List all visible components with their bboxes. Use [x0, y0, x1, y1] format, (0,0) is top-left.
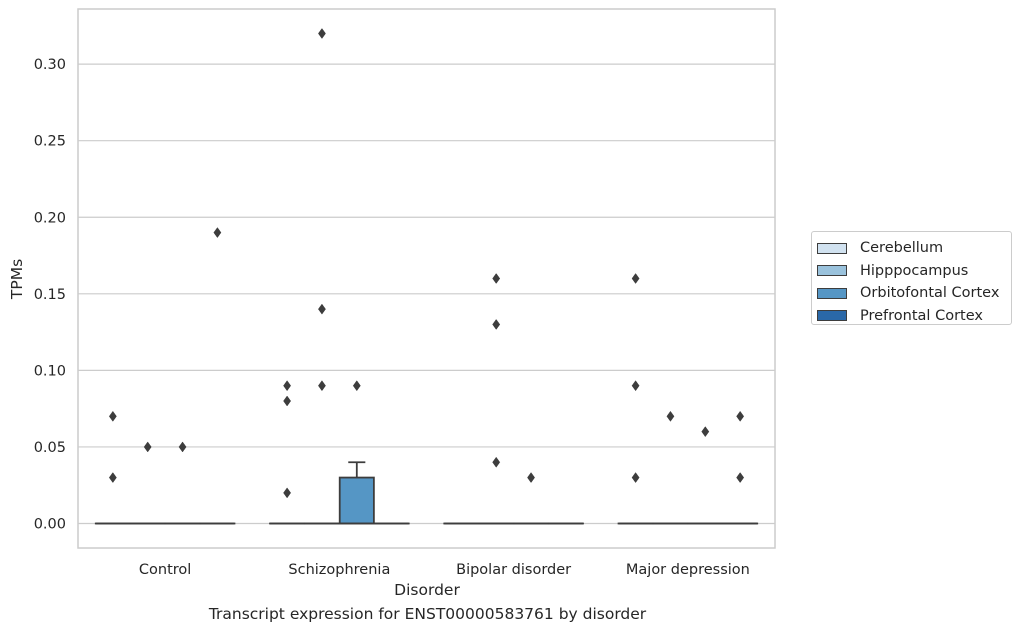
- outlier-point: [527, 472, 535, 483]
- legend-label: Prefrontal Cortex: [860, 307, 983, 324]
- legend-swatch: [817, 242, 847, 254]
- outlier-point: [283, 395, 292, 407]
- outlier-point: [108, 410, 117, 422]
- y-axis-label: TPMs: [8, 259, 26, 300]
- box-hipppocampus: [652, 410, 689, 525]
- legend-item: Orbitofontal Cortex: [812, 282, 1011, 305]
- y-tick-label: 0.00: [34, 517, 66, 533]
- box-plot-area: [94, 28, 759, 525]
- outlier-point: [318, 380, 326, 392]
- plot-frame: [77, 8, 776, 549]
- legend-item: Cerebellum: [812, 237, 1011, 260]
- outlier-point: [701, 426, 710, 438]
- outlier-point: [143, 441, 152, 453]
- outlier-point: [213, 227, 222, 238]
- box-orbitofontal-cortex: [513, 472, 550, 525]
- box-hipppocampus: [129, 441, 166, 525]
- box-prefrontal-cortex: [722, 410, 759, 525]
- legend-swatch: [817, 287, 847, 299]
- outlier-point: [492, 273, 501, 284]
- outlier-point: [631, 273, 640, 284]
- outlier-point: [492, 456, 501, 468]
- x-axis-label: Disorder: [394, 581, 460, 599]
- box-hipppocampus: [478, 273, 515, 525]
- box-hipppocampus: [303, 28, 340, 525]
- outlier-point: [736, 472, 745, 483]
- legend-swatch: [817, 265, 847, 277]
- outlier-point: [283, 487, 292, 499]
- outlier-point: [631, 380, 640, 392]
- box-cerebellum: [94, 410, 131, 525]
- y-tick-label: 0.05: [34, 440, 66, 456]
- box-cerebellum: [617, 273, 654, 525]
- chart-title: Transcript expression for ENST0000058376…: [208, 605, 647, 623]
- outlier-point: [108, 472, 117, 483]
- y-tick-labels: 0.00 0.05 0.10 0.15 0.20 0.25 0.30: [34, 57, 66, 532]
- legend-label: Hipppocampus: [860, 262, 969, 279]
- outlier-point: [352, 380, 361, 392]
- outlier-point: [631, 472, 640, 483]
- box-orbitofontal-cortex: [687, 426, 724, 525]
- x-tick-label: Schizophrenia: [288, 562, 390, 578]
- legend-label: Cerebellum: [860, 240, 944, 257]
- box-orbitofontal-cortex: [338, 380, 375, 525]
- legend-item: Prefrontal Cortex: [812, 305, 1011, 328]
- y-tick-label: 0.10: [34, 363, 66, 379]
- y-tick-label: 0.25: [34, 134, 66, 150]
- box-prefrontal-cortex: [199, 227, 236, 525]
- y-tick-label: 0.20: [34, 210, 66, 226]
- outlier-point: [736, 410, 745, 422]
- x-tick-labels: Control Schizophrenia Bipolar disorder Majo…: [139, 562, 750, 578]
- legend-label: Orbitofontal Cortex: [860, 285, 1000, 302]
- outlier-point: [318, 303, 326, 315]
- legend-item: Hipppocampus: [812, 260, 1011, 283]
- x-tick-label: Major depression: [626, 562, 750, 578]
- x-tick-label: Bipolar disorder: [456, 562, 571, 578]
- box-body: [338, 476, 375, 525]
- y-tick-label: 0.15: [34, 287, 66, 303]
- outlier-point: [283, 380, 292, 392]
- outlier-point: [178, 441, 187, 453]
- box-cerebellum: [269, 380, 306, 525]
- outlier-point: [492, 319, 501, 330]
- grid-lines: [78, 63, 775, 525]
- outlier-point: [318, 28, 326, 39]
- outlier-point: [666, 410, 675, 422]
- x-tick-label: Control: [139, 562, 191, 578]
- legend-swatch: [817, 310, 847, 322]
- legend: Cerebellum Hipppocampus Orbitofontal Corte…: [811, 231, 1012, 325]
- y-tick-label: 0.30: [34, 57, 66, 73]
- box-orbitofontal-cortex: [164, 441, 201, 525]
